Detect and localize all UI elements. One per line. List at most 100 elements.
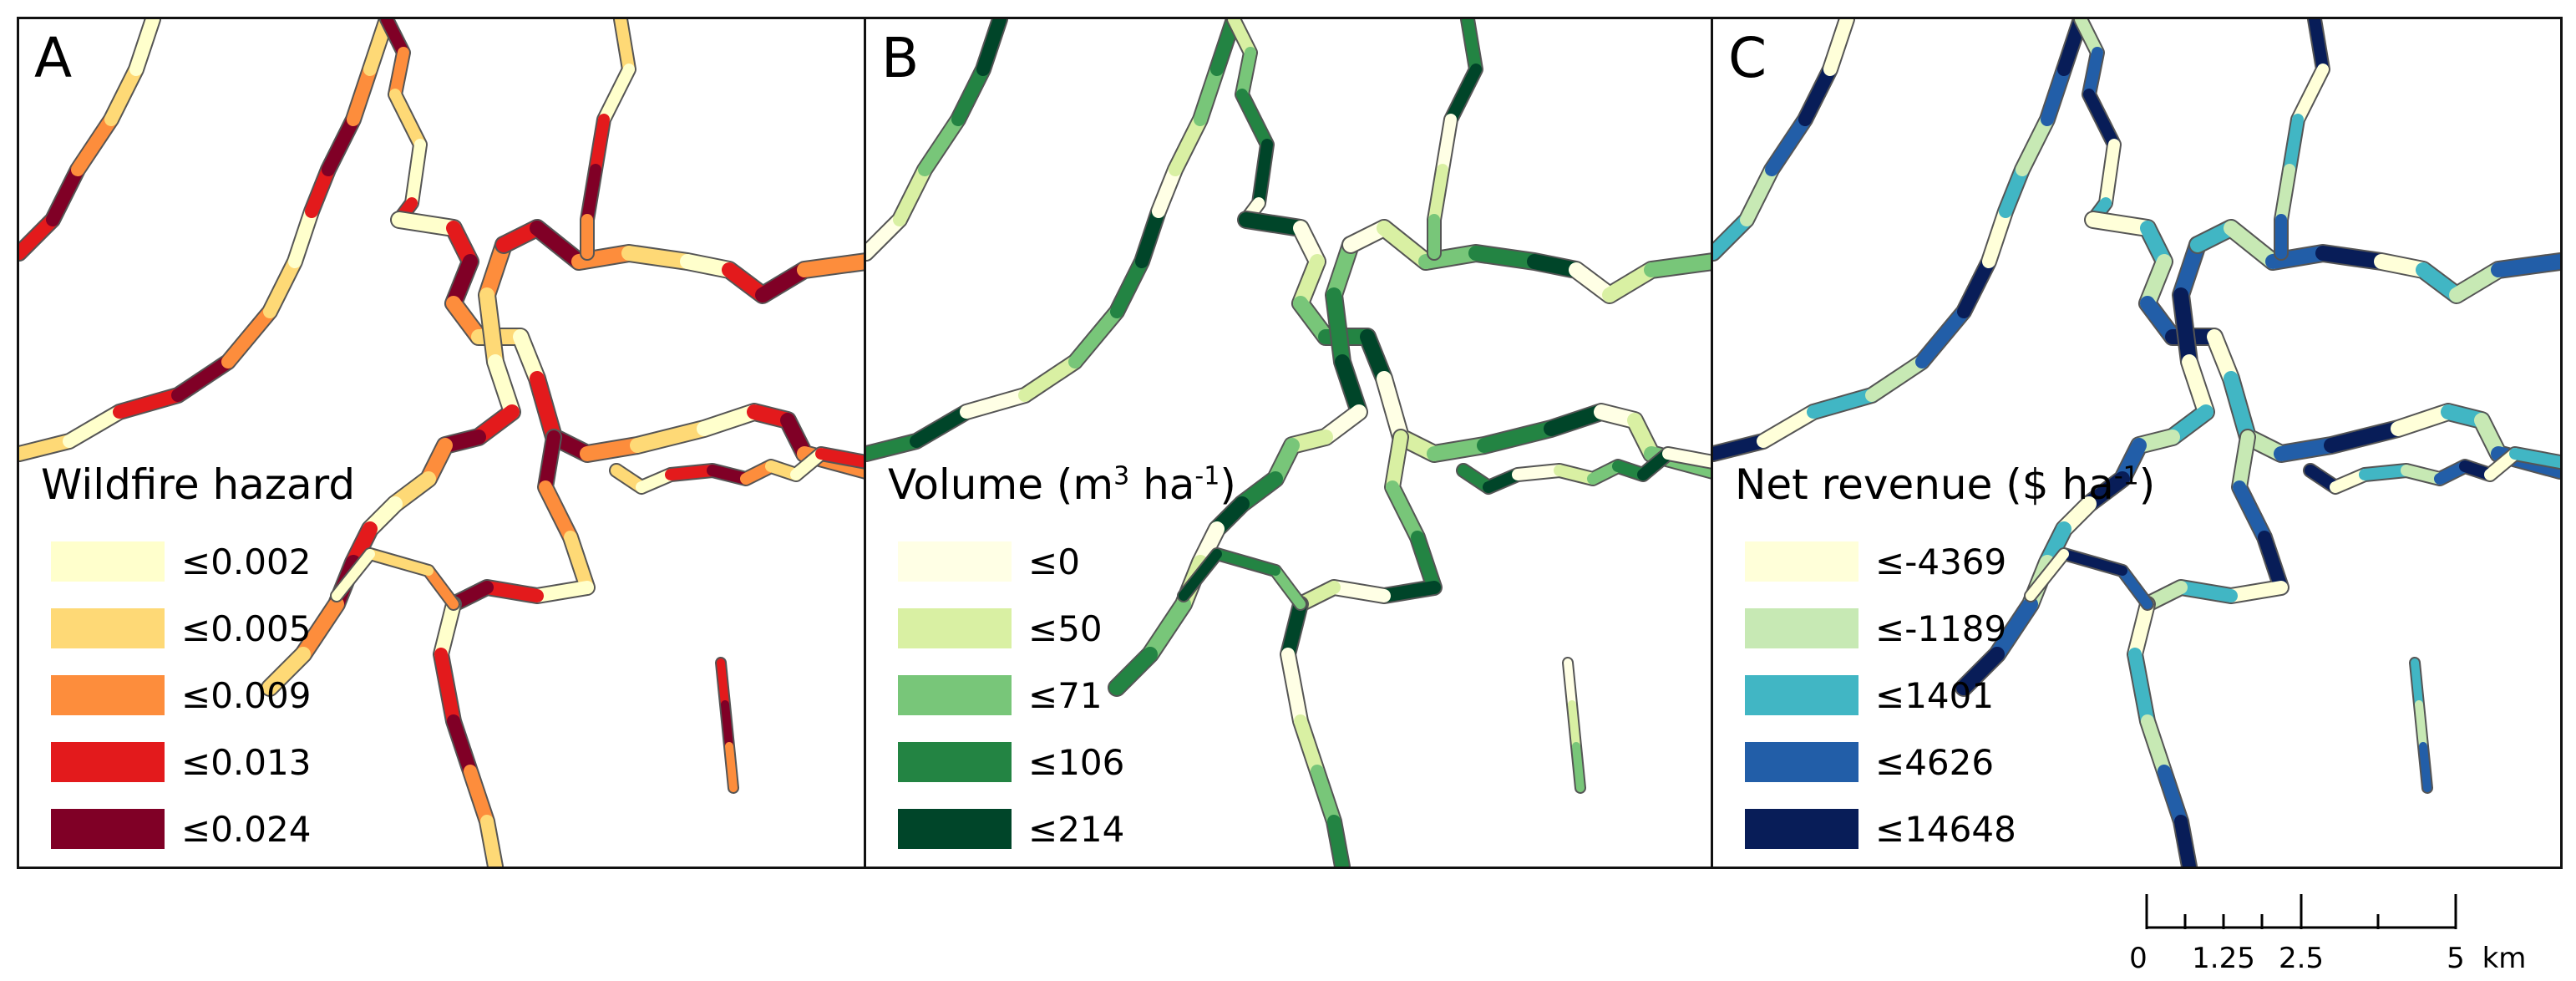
stream-segment <box>1253 139 1273 209</box>
legend-item: ≤50 <box>888 595 1236 662</box>
stream-segment <box>2284 114 2304 175</box>
legend-label: ≤0.024 <box>181 808 312 850</box>
panel-letter: A <box>34 26 73 90</box>
legend-label: ≤1401 <box>1875 674 1995 716</box>
stream-segment <box>365 549 434 576</box>
stream-segment <box>104 63 143 126</box>
legend-swatch <box>51 608 165 648</box>
stream-segment <box>1462 19 1482 75</box>
stream-segment <box>2158 765 2188 828</box>
stream-segment <box>479 287 503 369</box>
stream-segment <box>1713 213 1753 260</box>
stream-segment <box>630 421 712 453</box>
stream-segment <box>392 212 461 236</box>
stream-segment <box>480 815 502 867</box>
stream-segment <box>976 19 1007 76</box>
legend-item: ≤0.013 <box>41 729 355 795</box>
stream-segment <box>665 465 718 480</box>
stream-segment <box>815 448 866 468</box>
legend-item: ≤-4369 <box>1735 528 2155 595</box>
stream-segment <box>447 714 477 778</box>
stream-segment <box>1109 647 1158 695</box>
stream-segment <box>1512 465 1565 480</box>
stream-segment <box>1564 658 1576 709</box>
stream-segment <box>1915 305 1970 369</box>
stream-segment <box>296 597 344 662</box>
legend-item: ≤0.009 <box>41 662 355 729</box>
stream-segment <box>2041 63 2071 126</box>
legend-title: Wildfire hazard <box>41 460 356 509</box>
legend-swatch <box>898 742 1012 782</box>
stream-segment <box>951 63 990 126</box>
stream-segment <box>539 480 577 544</box>
stream-segment <box>1757 405 1820 448</box>
stream-segment <box>2075 19 2103 58</box>
scale-tick-label: 0 <box>2129 942 2148 975</box>
stream-segment <box>288 205 318 268</box>
stream-segment <box>615 19 635 75</box>
stream-segment <box>1999 163 2029 218</box>
stream-segment <box>2059 549 2127 576</box>
stream-network-map <box>1713 19 2560 867</box>
stream-segment <box>221 305 276 369</box>
legend-item: ≤1401 <box>1735 662 2155 729</box>
legend-title: Volume (m3 ha-1) <box>888 460 1236 509</box>
legend-item: ≤0.005 <box>41 595 355 662</box>
legend-swatch <box>898 675 1012 715</box>
legend-label: ≤14648 <box>1875 808 2016 850</box>
stream-segment <box>2224 371 2255 445</box>
stream-segment <box>2391 404 2456 436</box>
stream-segment <box>1602 262 1659 302</box>
stream-segment <box>1110 255 1149 318</box>
stream-segment <box>19 435 76 460</box>
stream-segment <box>1428 164 1448 226</box>
legend-swatch <box>1745 675 1858 715</box>
stream-segment <box>1445 64 1482 125</box>
stream-segment <box>389 89 426 150</box>
legend-label: ≤0.002 <box>181 541 312 582</box>
stream-segment <box>918 113 965 176</box>
stream-segment <box>1068 305 1123 369</box>
stream-segment <box>1437 114 1457 175</box>
stream-segment <box>580 438 645 461</box>
map-panel-b: B Volume (m3 ha-1) ≤0 ≤50 ≤71 ≤106 ≤214 <box>864 17 1716 869</box>
stream-segment <box>755 262 812 302</box>
stream-segment <box>389 47 409 100</box>
scale-bar: 0 1.25 2.5 5 km <box>2129 894 2526 975</box>
stream-segment <box>129 19 160 76</box>
stream-segment <box>1239 212 1308 236</box>
legend-label: ≤-4369 <box>1875 541 2007 582</box>
stream-network-map <box>19 19 866 867</box>
stream-segment <box>797 254 866 277</box>
stream-segment <box>1281 597 1307 661</box>
stream-segment <box>488 354 520 419</box>
stream-segment <box>2309 19 2329 75</box>
stream-segment <box>530 371 561 445</box>
legend-item: ≤-1189 <box>1735 595 2155 662</box>
stream-segment <box>1143 597 1191 662</box>
stream-segment <box>1662 448 1713 468</box>
stream-segment <box>1152 163 1182 218</box>
stream-segment <box>1327 815 1349 867</box>
stream-segment <box>1956 647 2005 695</box>
stream-segment <box>2509 448 2560 468</box>
scale-tick-label: 5 <box>2447 942 2465 975</box>
stream-segment <box>1281 648 1307 728</box>
legend-label: ≤-1189 <box>1875 607 2007 649</box>
stream-segment <box>332 549 375 601</box>
stream-segment <box>1765 113 1812 176</box>
stream-segment <box>1179 549 1222 601</box>
stream-segment <box>1823 19 1853 76</box>
legend-label: ≤0 <box>1028 541 1080 582</box>
stream-segment <box>1018 355 1082 402</box>
stream-segment <box>1377 581 1441 602</box>
stream-segment <box>434 597 460 661</box>
stream-segment <box>1798 63 1837 126</box>
stream-segment <box>262 647 311 695</box>
stream-segment <box>893 163 931 226</box>
stream-segment <box>1386 430 1407 494</box>
stream-segment <box>530 581 594 602</box>
stream-segment <box>46 163 84 226</box>
stream-segment <box>1572 742 1585 792</box>
stream-segment <box>1377 371 1408 445</box>
